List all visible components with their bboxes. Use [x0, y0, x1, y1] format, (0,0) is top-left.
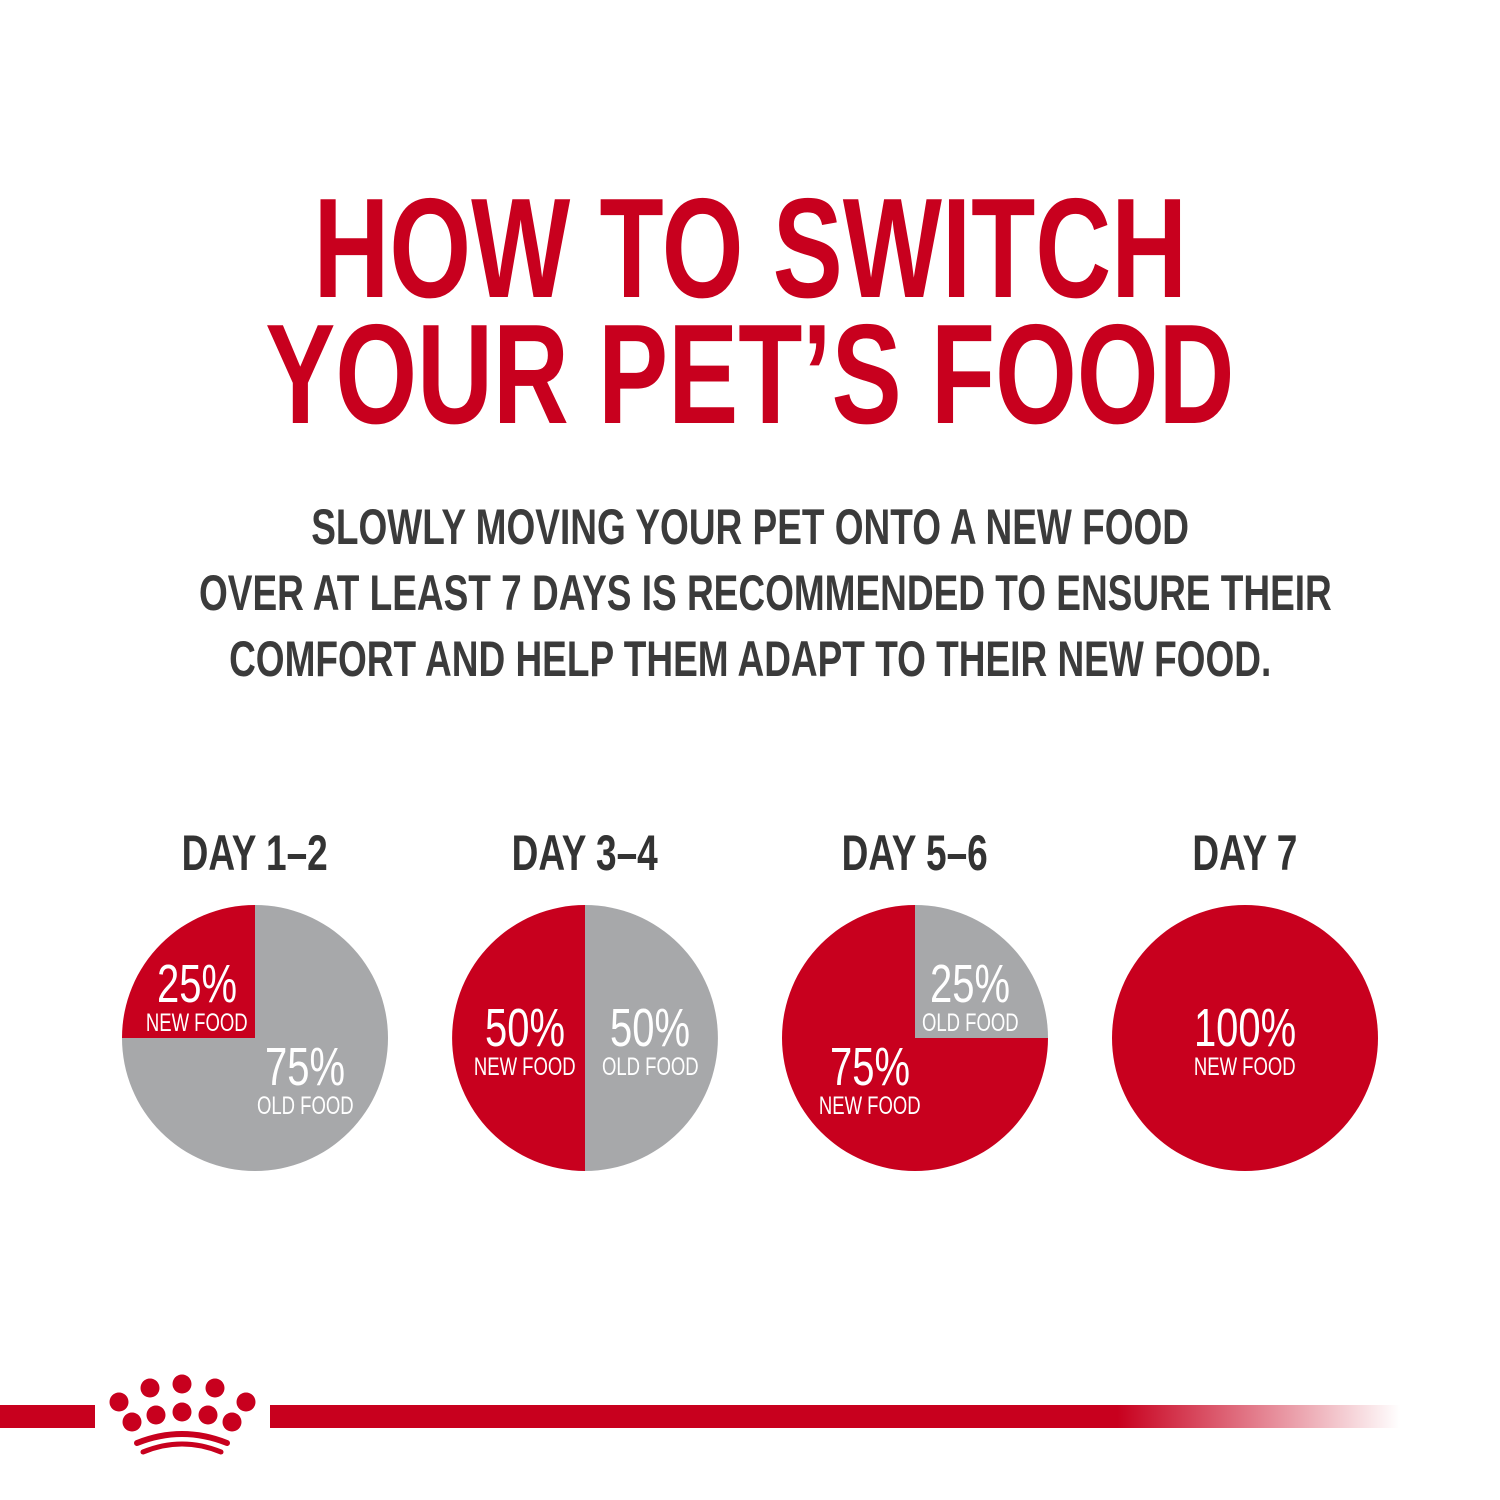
intro-line-3: COMFORT AND HELP THEM ADAPT TO THEIR NEW…	[228, 631, 1272, 687]
day-1-2-new-label: 25% NEW FOOD	[146, 954, 248, 1037]
title-line-1: HOW TO SWITCH	[313, 169, 1187, 328]
day-3-4-old-label: 50% OLD FOOD	[601, 998, 699, 1081]
footer-bar-right	[270, 1405, 1400, 1428]
day-1-2-old-label: 75% OLD FOOD	[256, 1037, 354, 1120]
day-5-6-old-label: 25% OLD FOOD	[921, 954, 1019, 1037]
intro-line-2: OVER AT LEAST 7 DAYS IS RECOMMENDED TO E…	[198, 565, 1332, 621]
footer-bar-left	[0, 1405, 95, 1428]
pie-1-new-food-slice	[122, 905, 255, 1038]
pie-3-old-food-slice	[915, 905, 1048, 1038]
pie-4-new-food-slice	[1112, 905, 1378, 1171]
day-1-2-heading: DAY 1–2	[181, 825, 329, 881]
crown-icon	[109, 1374, 256, 1455]
pie-2-new-food-slice	[452, 905, 585, 1171]
day-7-new-label: 100% NEW FOOD	[1193, 998, 1297, 1081]
day-7-heading: DAY 7	[1192, 825, 1298, 881]
day-3-4-new-label: 50% NEW FOOD	[474, 998, 576, 1081]
day-5-6-new-label: 75% NEW FOOD	[819, 1037, 921, 1120]
title-line-2: YOUR PET’S FOOD	[265, 295, 1235, 454]
day-5-6-heading: DAY 5–6	[841, 825, 989, 881]
intro-line-1: SLOWLY MOVING YOUR PET ONTO A NEW FOOD	[311, 499, 1189, 555]
pie-3-new-food-slice	[782, 905, 1048, 1171]
day-3-4-heading: DAY 3–4	[511, 825, 659, 881]
pie-2-old-food-slice	[585, 905, 718, 1171]
